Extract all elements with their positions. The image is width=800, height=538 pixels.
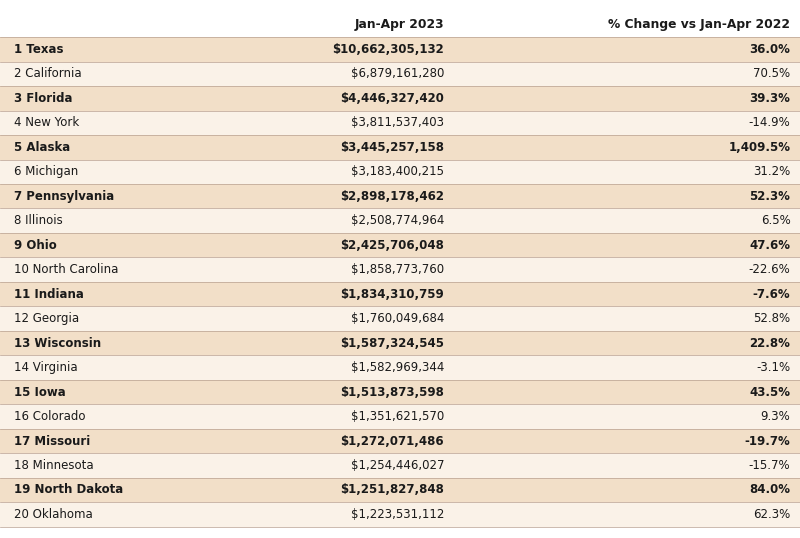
Bar <box>0 453 800 478</box>
Text: -7.6%: -7.6% <box>753 288 790 301</box>
Text: 52.3%: 52.3% <box>750 190 790 203</box>
Text: $1,272,071,486: $1,272,071,486 <box>340 435 444 448</box>
Text: $2,425,706,048: $2,425,706,048 <box>340 239 444 252</box>
Text: 3 Florida: 3 Florida <box>14 92 72 105</box>
Text: -19.7%: -19.7% <box>745 435 790 448</box>
Text: 19 North Dakota: 19 North Dakota <box>14 484 123 497</box>
Text: 43.5%: 43.5% <box>750 386 790 399</box>
Text: 10 North Carolina: 10 North Carolina <box>14 263 118 276</box>
Text: $4,446,327,420: $4,446,327,420 <box>340 92 444 105</box>
Text: 39.3%: 39.3% <box>750 92 790 105</box>
Text: 6 Michigan: 6 Michigan <box>14 165 78 178</box>
Text: $1,223,531,112: $1,223,531,112 <box>350 508 444 521</box>
Text: 47.6%: 47.6% <box>750 239 790 252</box>
Text: 22.8%: 22.8% <box>750 337 790 350</box>
Text: -3.1%: -3.1% <box>756 361 790 374</box>
Bar <box>0 429 800 453</box>
Bar <box>0 356 800 380</box>
Bar <box>0 62 800 86</box>
Text: 52.8%: 52.8% <box>754 312 790 325</box>
Text: -15.7%: -15.7% <box>749 459 790 472</box>
Text: 9.3%: 9.3% <box>761 410 790 423</box>
Text: 18 Minnesota: 18 Minnesota <box>14 459 94 472</box>
Text: 62.3%: 62.3% <box>753 508 790 521</box>
Text: 4 New York: 4 New York <box>14 116 79 129</box>
Text: $10,662,305,132: $10,662,305,132 <box>332 43 444 56</box>
Bar <box>0 11 800 37</box>
Text: % Change vs Jan-Apr 2022: % Change vs Jan-Apr 2022 <box>608 18 790 31</box>
Bar <box>0 478 800 502</box>
Text: $3,183,400,215: $3,183,400,215 <box>351 165 444 178</box>
Bar <box>0 135 800 160</box>
Text: $1,587,324,545: $1,587,324,545 <box>340 337 444 350</box>
Text: $1,582,969,344: $1,582,969,344 <box>350 361 444 374</box>
Bar <box>0 111 800 135</box>
Text: 17 Missouri: 17 Missouri <box>14 435 90 448</box>
Bar <box>0 282 800 307</box>
Bar <box>0 184 800 209</box>
Bar <box>0 307 800 331</box>
Text: $1,858,773,760: $1,858,773,760 <box>351 263 444 276</box>
Text: 12 Georgia: 12 Georgia <box>14 312 78 325</box>
Text: 15 Iowa: 15 Iowa <box>14 386 66 399</box>
Text: $3,811,537,403: $3,811,537,403 <box>351 116 444 129</box>
Text: 6.5%: 6.5% <box>761 214 790 227</box>
Text: -22.6%: -22.6% <box>749 263 790 276</box>
Text: 1,409.5%: 1,409.5% <box>728 141 790 154</box>
Bar <box>0 380 800 405</box>
Text: 8 Illinois: 8 Illinois <box>14 214 62 227</box>
Text: 9 Ohio: 9 Ohio <box>14 239 56 252</box>
Text: 20 Oklahoma: 20 Oklahoma <box>14 508 92 521</box>
Bar <box>0 502 800 527</box>
Text: $6,879,161,280: $6,879,161,280 <box>350 67 444 80</box>
Text: 5 Alaska: 5 Alaska <box>14 141 70 154</box>
Text: $1,254,446,027: $1,254,446,027 <box>350 459 444 472</box>
Text: $1,834,310,759: $1,834,310,759 <box>340 288 444 301</box>
Text: $1,760,049,684: $1,760,049,684 <box>350 312 444 325</box>
Bar <box>0 86 800 111</box>
Text: $2,898,178,462: $2,898,178,462 <box>340 190 444 203</box>
Bar <box>0 233 800 258</box>
Text: 36.0%: 36.0% <box>750 43 790 56</box>
Bar <box>0 331 800 356</box>
Text: 13 Wisconsin: 13 Wisconsin <box>14 337 101 350</box>
Text: 11 Indiana: 11 Indiana <box>14 288 83 301</box>
Text: $1,351,621,570: $1,351,621,570 <box>350 410 444 423</box>
Text: 31.2%: 31.2% <box>753 165 790 178</box>
Text: 7 Pennsylvania: 7 Pennsylvania <box>14 190 114 203</box>
Text: -14.9%: -14.9% <box>749 116 790 129</box>
Text: 16 Colorado: 16 Colorado <box>14 410 85 423</box>
Bar <box>0 209 800 233</box>
Text: $1,513,873,598: $1,513,873,598 <box>340 386 444 399</box>
Bar <box>0 258 800 282</box>
Bar <box>0 159 800 184</box>
Text: $2,508,774,964: $2,508,774,964 <box>350 214 444 227</box>
Text: $3,445,257,158: $3,445,257,158 <box>340 141 444 154</box>
Bar <box>0 37 800 62</box>
Text: 2 California: 2 California <box>14 67 82 80</box>
Bar <box>0 405 800 429</box>
Text: 14 Virginia: 14 Virginia <box>14 361 78 374</box>
Text: Jan-Apr 2023: Jan-Apr 2023 <box>354 18 444 31</box>
Text: 1 Texas: 1 Texas <box>14 43 63 56</box>
Text: 70.5%: 70.5% <box>754 67 790 80</box>
Text: $1,251,827,848: $1,251,827,848 <box>340 484 444 497</box>
Text: 84.0%: 84.0% <box>750 484 790 497</box>
